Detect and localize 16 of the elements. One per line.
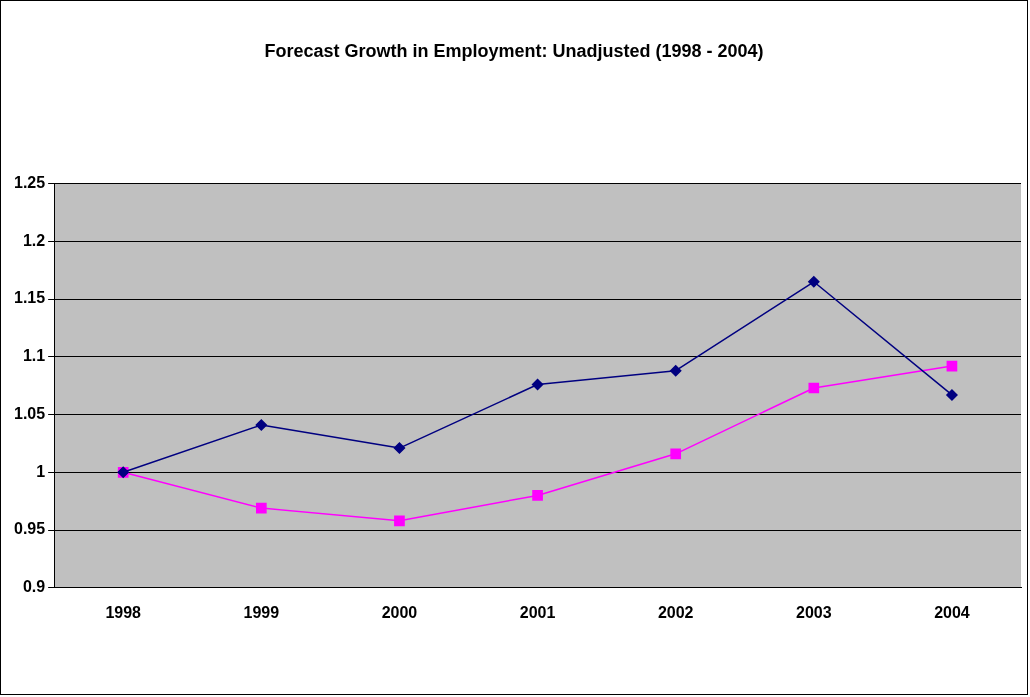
y-tick-label: 1.15 bbox=[14, 289, 46, 307]
y-tick-label: 1.05 bbox=[14, 404, 46, 422]
y-tick-label: 1.2 bbox=[22, 231, 46, 249]
x-tick-label: 2003 bbox=[796, 603, 832, 621]
y-tick-label: 0.9 bbox=[22, 578, 46, 596]
x-tick-label: 2000 bbox=[381, 603, 418, 621]
y-tick-label: 1 bbox=[36, 462, 46, 480]
x-tick-label: 2001 bbox=[519, 603, 556, 621]
x-tick-label: 2004 bbox=[934, 603, 970, 621]
y-tick-label: 1.1 bbox=[22, 347, 46, 365]
x-tick-label: 1999 bbox=[243, 603, 280, 621]
x-tick-label: 2002 bbox=[657, 603, 694, 621]
y-tick-label: 1.25 bbox=[14, 174, 46, 192]
x-tick-label: 1998 bbox=[105, 603, 142, 621]
chart-title: Forecast Growth in Employment: Unadjusted (1998 - 2004) bbox=[263, 41, 765, 62]
y-tick-label: 0.95 bbox=[14, 520, 46, 538]
